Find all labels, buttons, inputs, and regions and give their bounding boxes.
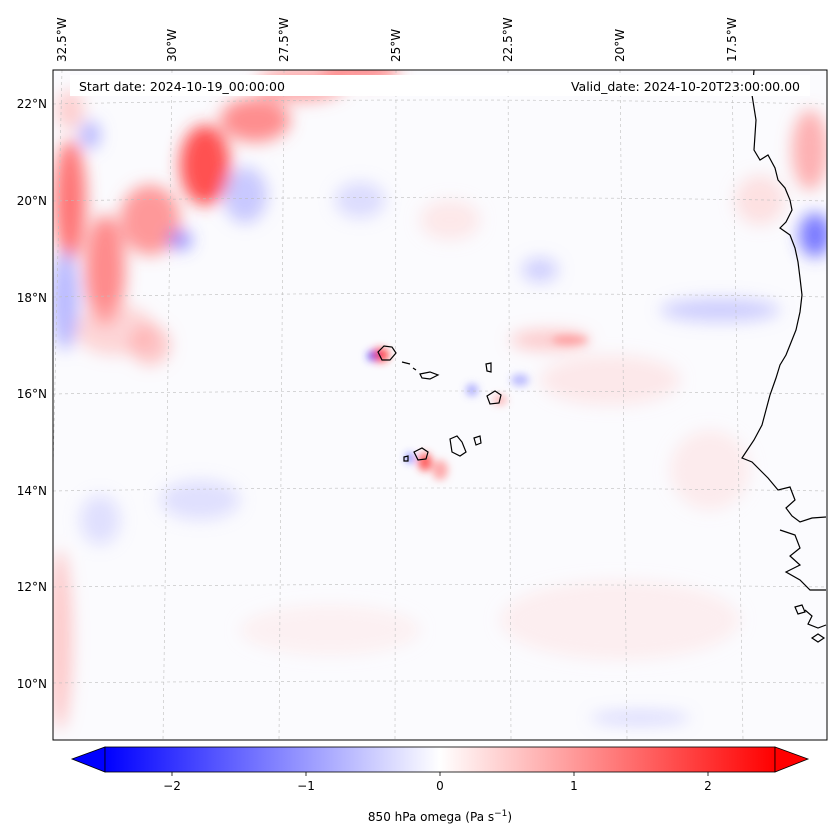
longitude-labels: 32.5°W 30°W 27.5°W 25°W 22.5°W 20°W 17.5… xyxy=(55,17,739,62)
colorbar-ramp xyxy=(104,746,776,773)
start-date-label: Start date: 2024-10-19_00:00:00 xyxy=(79,79,285,94)
lon-label: 30°W xyxy=(165,29,179,62)
lat-label: 16°N xyxy=(17,387,47,401)
lon-label: 25°W xyxy=(389,29,403,62)
lat-label: 14°N xyxy=(17,484,47,498)
valid-date-label: Valid_date: 2024-10-20T23:00:00.00 xyxy=(571,79,800,94)
africa-coastline xyxy=(741,69,827,523)
lat-label: 10°N xyxy=(17,677,47,691)
colorbar-title: 850 hPa omega (Pa s−1) xyxy=(368,809,512,824)
map-frame xyxy=(52,69,828,741)
colorbar-tick-label: 2 xyxy=(704,779,712,793)
date-banner xyxy=(70,75,810,96)
lat-label: 18°N xyxy=(17,291,47,305)
graticule xyxy=(53,70,827,740)
colorbar-tick-label: −1 xyxy=(297,779,315,793)
lat-label: 22°N xyxy=(17,97,47,111)
lon-label: 27.5°W xyxy=(277,17,291,62)
lon-label: 20°W xyxy=(613,29,627,62)
colorbar-min-extend xyxy=(70,746,106,773)
colorbar-tick-label: 0 xyxy=(436,779,444,793)
lon-label: 32.5°W xyxy=(55,17,69,62)
map-panel: Start date: 2024-10-19_00:00:00 Valid_da… xyxy=(52,69,828,741)
lat-label: 20°N xyxy=(17,194,47,208)
colorbar-max-extend xyxy=(774,746,810,773)
lon-label: 22.5°W xyxy=(501,17,515,62)
cape-verde-islands xyxy=(377,345,502,462)
lon-label: 17.5°W xyxy=(725,17,739,62)
lat-label: 12°N xyxy=(17,580,47,594)
coastlines xyxy=(741,69,827,643)
colorbar-tick-label: 1 xyxy=(570,779,578,793)
colorbar-tick-label: −2 xyxy=(163,779,181,793)
colorbar: −2 −1 0 1 2 850 hPa omega (Pa s−1) xyxy=(70,746,810,824)
colorbar-ticks: −2 −1 0 1 2 xyxy=(163,772,712,793)
latitude-labels: 22°N 20°N 18°N 16°N 14°N 12°N 10°N xyxy=(17,97,47,691)
